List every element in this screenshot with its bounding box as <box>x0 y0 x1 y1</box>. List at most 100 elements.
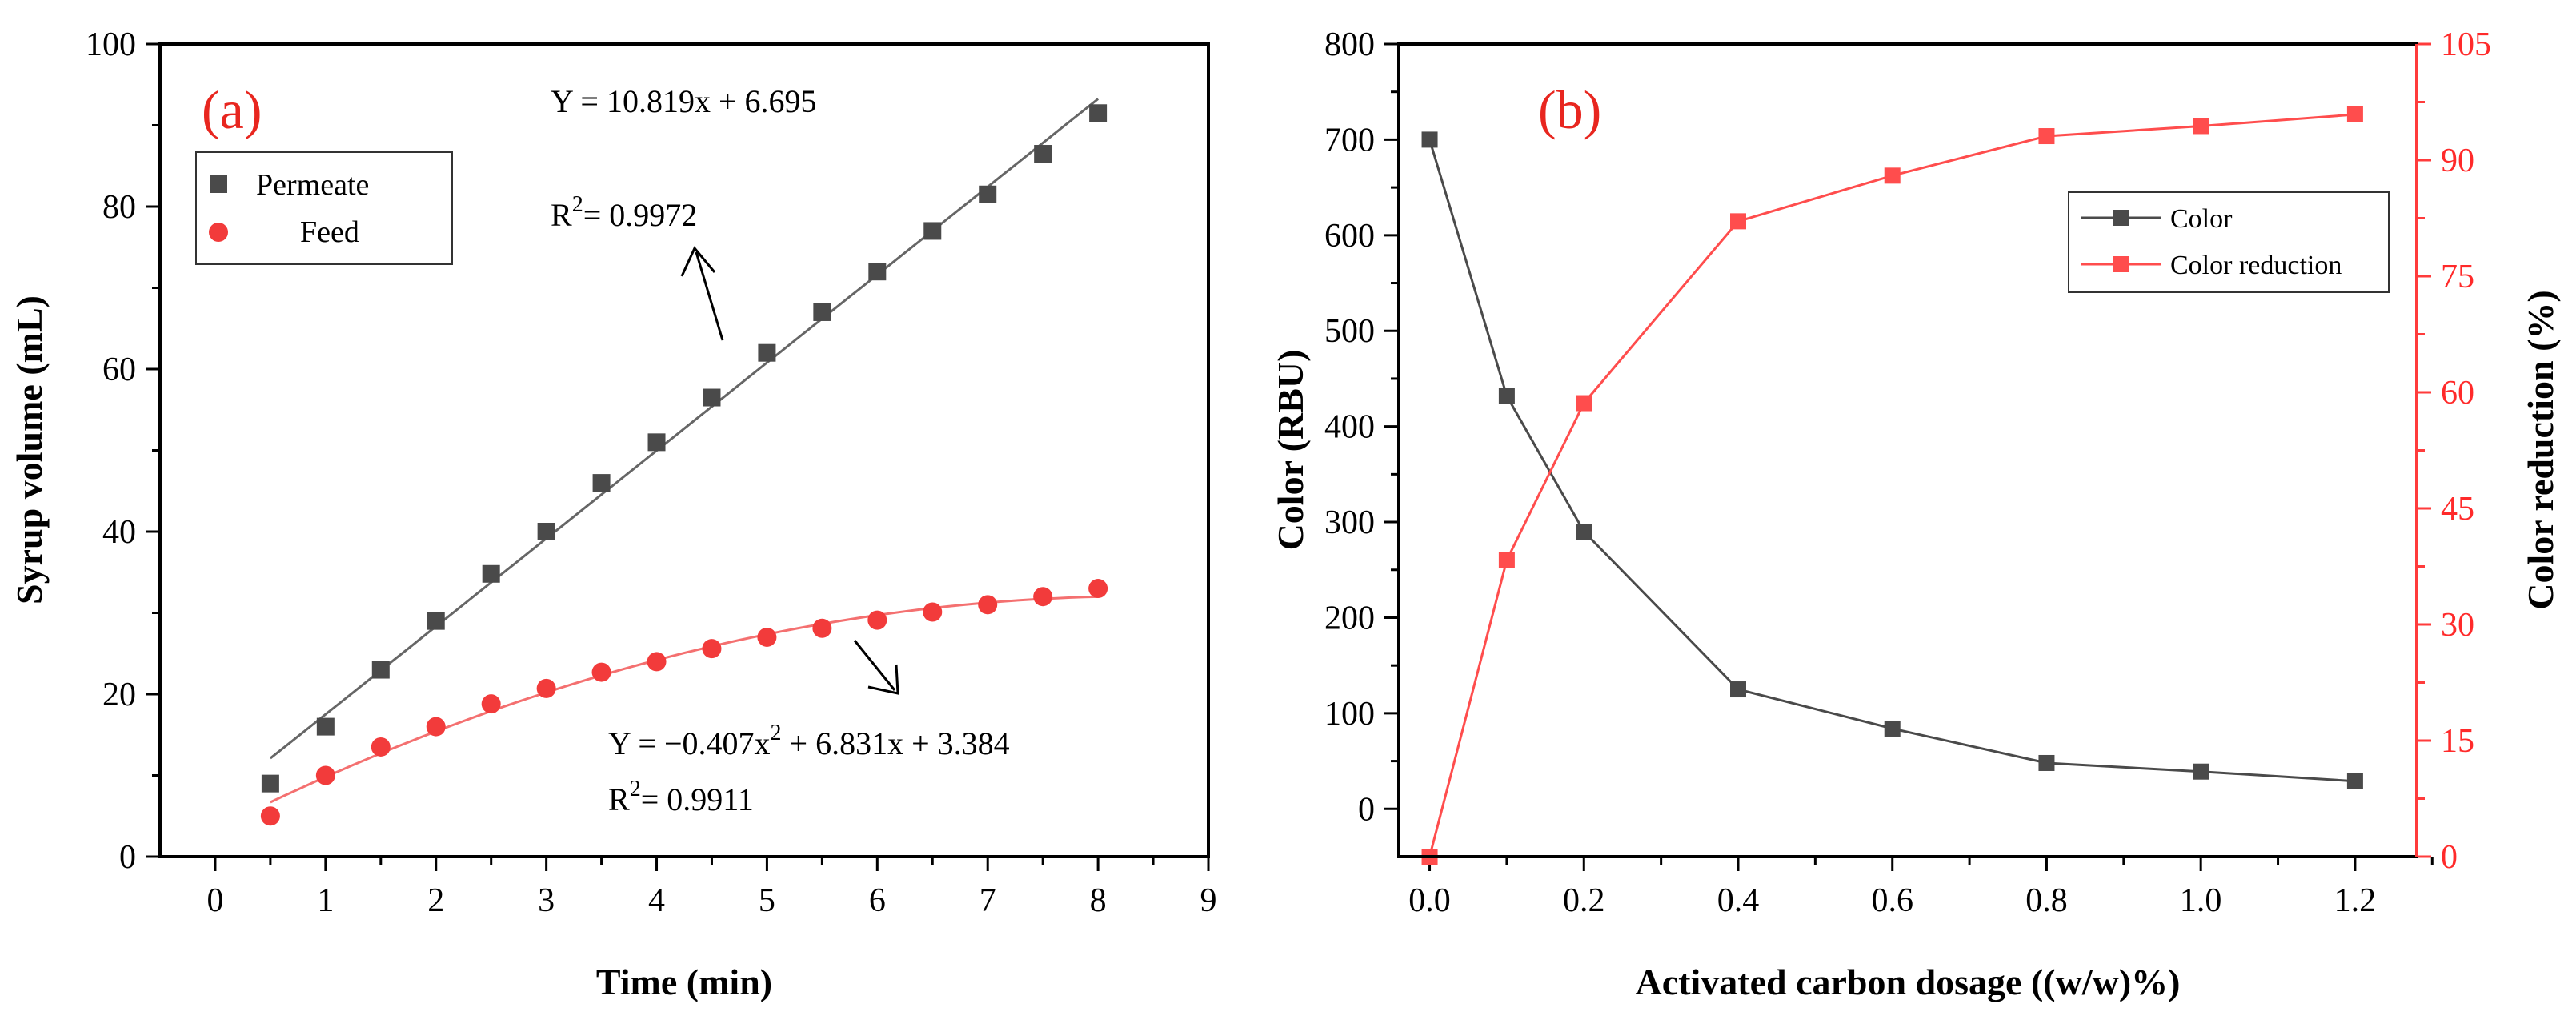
color-point <box>1498 388 1515 404</box>
legend-feed-label: Feed <box>300 215 359 249</box>
panel-a-legend: Permeate Feed <box>195 151 453 265</box>
x-tick-label: 5 <box>759 882 775 919</box>
panel-b-points <box>1421 106 2363 865</box>
color-point <box>2038 754 2055 771</box>
y-tick-label: 60 <box>102 351 136 388</box>
y-tick-label: 100 <box>86 26 136 63</box>
permeate-point <box>979 185 997 203</box>
legend-reduction-label: Color reduction <box>2170 251 2342 280</box>
panel-b-ticks: 0.0 0.2 0.4 0.6 0.8 1.0 1.20100200300400500600… <box>1324 26 2491 919</box>
y-right-tick-label: 0 <box>2441 839 2458 876</box>
feed-point <box>481 694 501 714</box>
feed-point <box>702 639 722 659</box>
color-reduction-point <box>2346 106 2363 122</box>
permeate-point <box>868 263 887 281</box>
feed-point <box>1033 587 1053 607</box>
x-tick-label: 9 <box>1200 882 1217 919</box>
x-tick-label: 0.2 <box>1563 882 1605 919</box>
x-tick-label: 0 <box>206 882 223 919</box>
legend-permeate-label: Permeate <box>256 168 369 202</box>
panel-a-xlabel: Time (min) <box>596 962 772 1002</box>
panel-b-legend-box <box>2068 191 2390 293</box>
feed-point <box>591 662 611 682</box>
y-right-tick-label: 30 <box>2441 607 2474 644</box>
panel-a-fit-lines <box>269 98 1100 804</box>
color-reduction-point <box>1730 213 1746 230</box>
feed-point <box>371 737 391 757</box>
legend-permeate-marker <box>210 175 227 193</box>
feed-point <box>315 765 335 785</box>
permeate-point <box>316 717 335 736</box>
panel-b-plot-frame <box>1397 42 2418 858</box>
arrow-feed <box>853 640 899 695</box>
feed-point <box>260 806 280 826</box>
r2-permeate: R2= 0.9972 <box>551 192 697 233</box>
y-tick-label: 80 <box>102 189 136 226</box>
color-reduction-point <box>1576 395 1592 412</box>
color-point <box>1884 720 1901 737</box>
feed-point <box>426 717 446 737</box>
legend-feed-marker <box>209 223 228 242</box>
y-tick-label: 0 <box>1358 791 1375 828</box>
x-tick-label: 6 <box>869 882 886 919</box>
x-tick-label: 0.6 <box>1871 882 1913 919</box>
y-right-tick-label: 90 <box>2441 143 2474 179</box>
eq-feed: Y = −0.407x2 + 6.831x + 3.384 <box>608 721 1010 761</box>
color-reduction-line <box>1428 113 2356 857</box>
feed-point <box>812 618 832 638</box>
permeate-point <box>813 303 831 321</box>
y-right-tick-label: 105 <box>2441 26 2491 63</box>
permeate-point <box>482 564 500 583</box>
y-tick-label: 800 <box>1324 26 1375 63</box>
feed-point <box>978 595 998 615</box>
y-right-tick-label: 60 <box>2441 375 2474 412</box>
permeate-point <box>758 343 776 362</box>
permeate-point <box>537 523 555 540</box>
panel-a-points <box>260 104 1108 826</box>
y-tick-label: 600 <box>1324 218 1375 255</box>
legend-color-label: Color <box>2170 204 2233 234</box>
feed-point <box>1088 579 1108 599</box>
legend-color-marker <box>2113 210 2129 226</box>
permeate-point <box>1034 145 1052 163</box>
feed-fit-line <box>270 595 1099 804</box>
panel-a-ticks: 0 1 2 3 4 5 6 7 8 9 0 20 40 60 80 100 <box>86 26 1217 919</box>
eq-permeate: Y = 10.819x + 6.695 <box>551 83 817 119</box>
y-tick-label: 300 <box>1324 504 1375 541</box>
x-tick-label: 3 <box>538 882 555 919</box>
y-tick-label: 400 <box>1324 409 1375 446</box>
legend-reduction-marker <box>2113 256 2129 272</box>
x-tick-label: 2 <box>427 882 444 919</box>
feed-point <box>923 602 943 622</box>
color-point <box>1730 681 1746 698</box>
panel-a-legend-box <box>195 151 453 265</box>
permeate-point <box>1089 104 1108 122</box>
color-point <box>2346 773 2363 789</box>
panel-a: 0 1 2 3 4 5 6 7 8 9 0 20 40 60 80 100 (a) Permeate Feed… <box>9 26 1217 1002</box>
r2-feed: R2= 0.9911 <box>608 777 754 817</box>
y-right-tick-label: 45 <box>2441 491 2474 528</box>
color-point <box>1576 524 1592 540</box>
panel-a-plot-frame <box>158 42 1210 858</box>
permeate-point <box>703 388 721 407</box>
color-point <box>2193 763 2209 780</box>
x-tick-label: 1 <box>317 882 334 919</box>
permeate-point <box>923 222 942 240</box>
panel-a-ylabel: Syrup volume (mL) <box>9 295 50 604</box>
panel-b-label: (b) <box>1538 79 1601 140</box>
arrow-permeate <box>680 246 724 341</box>
y-tick-label: 0 <box>119 839 136 876</box>
permeate-fit-line <box>269 98 1100 760</box>
permeate-point <box>647 433 666 452</box>
feed-point <box>536 678 556 698</box>
feed-point <box>757 627 777 647</box>
feed-point <box>867 610 887 630</box>
panel-b-series-lines <box>1428 113 2356 857</box>
panel-b-ylabel: Color (RBU) <box>1270 350 1311 551</box>
y-tick-label: 200 <box>1324 600 1375 636</box>
y-tick-label: 100 <box>1324 696 1375 733</box>
feed-point <box>647 652 667 672</box>
x-tick-label: 0.4 <box>1717 882 1760 919</box>
y-tick-label: 40 <box>102 514 136 551</box>
